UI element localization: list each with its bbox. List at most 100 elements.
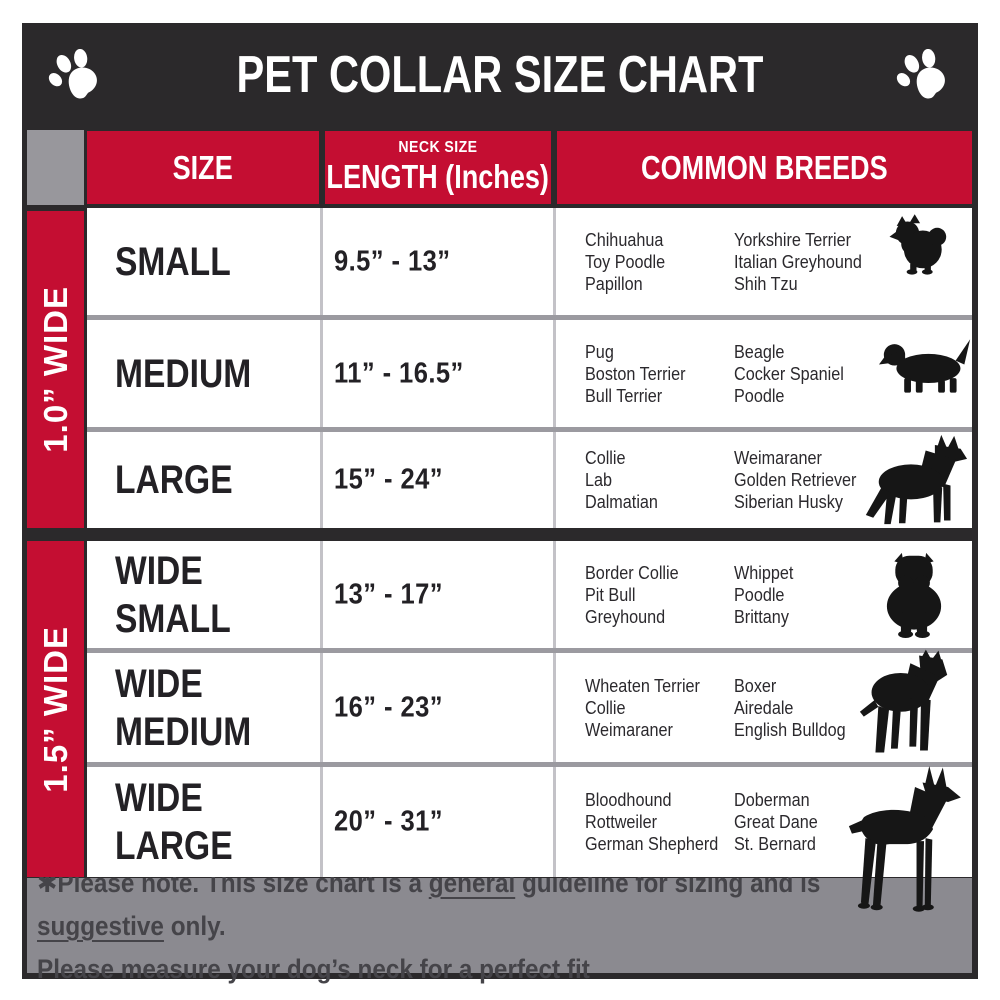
neck-size-range: 16” - 23”	[334, 691, 443, 723]
footer-note-line2: Please measure your dog’s neck for a per…	[37, 954, 590, 984]
breed-name: Siberian Husky	[734, 492, 843, 512]
neck-size-range: 13” - 17”	[334, 578, 443, 610]
breed-list: Border Collie Pit Bull Greyhound	[585, 562, 679, 628]
breed-name: Papillon	[585, 273, 643, 294]
column-divider	[553, 767, 556, 877]
pomeranian-silhouette-icon	[889, 214, 947, 275]
breed-name: Weimaraner	[734, 448, 822, 468]
column-divider	[553, 432, 556, 528]
page-title: PET COLLAR SIZE CHART	[236, 46, 764, 104]
breed-name: Poodle	[734, 385, 785, 406]
corner-spacer-cell	[27, 130, 84, 205]
size-chart-table: ✱Please note. This size chart is a gener…	[22, 127, 978, 984]
breed-name: Greyhound	[585, 606, 666, 627]
breed-name: Chihuahua	[585, 229, 664, 250]
breed-list: Boxer Airedale English Bulldog	[734, 675, 846, 741]
pit-bull-silhouette-icon	[859, 649, 948, 753]
column-divider	[320, 320, 323, 427]
breed-list: Bloodhound Rottweiler German Shepherd	[585, 789, 718, 855]
row-separator	[87, 427, 972, 432]
table-row-wide-medium: WIDE MEDIUM 16” - 23” Wheaten Terrier Co…	[87, 649, 972, 762]
breed-name: Great Dane	[734, 812, 818, 832]
breed-name: Border Collie	[585, 562, 679, 583]
breed-name: Whippet	[734, 562, 794, 583]
neck-size-range: 11” - 16.5”	[334, 357, 464, 389]
section-bar-1.0-wide: 1.0” WIDE	[27, 211, 84, 528]
breed-name: Collie	[585, 697, 626, 718]
breed-name: Rottweiler	[585, 812, 658, 832]
row-separator	[87, 648, 972, 653]
breed-name: Weimaraner	[585, 719, 673, 740]
section-label: 1.0” WIDE	[36, 286, 74, 453]
breed-name: Toy Poodle	[585, 251, 666, 272]
breed-name: Shih Tzu	[734, 273, 798, 294]
table-row-wide-small: WIDE SMALL 13” - 17” Border Collie Pit B…	[87, 541, 972, 648]
size-label: WIDE MEDIUM	[115, 661, 252, 754]
breed-name: Bull Terrier	[585, 385, 663, 406]
column-header-size: SIZE	[87, 131, 319, 204]
breed-name: Boxer	[734, 675, 777, 696]
column-divider	[320, 208, 323, 315]
breed-name: Cocker Spaniel	[734, 363, 844, 384]
breed-name: Dalmatian	[585, 492, 658, 512]
column-divider	[553, 208, 556, 315]
title-band: PET COLLAR SIZE CHART	[22, 23, 978, 127]
column-divider	[320, 767, 323, 877]
breed-name: Pug	[585, 341, 614, 362]
breed-name: Bloodhound	[585, 790, 672, 810]
breed-list: Weimaraner Golden Retriever Siberian Hus…	[734, 447, 856, 513]
footer-underlined-word: suggestive	[37, 911, 164, 941]
neck-size-range: 9.5” - 13”	[334, 245, 451, 277]
size-label: MEDIUM	[115, 351, 252, 396]
breed-list: Beagle Cocker Spaniel Poodle	[734, 341, 844, 407]
neck-size-range: 15” - 24”	[334, 463, 443, 496]
row-separator	[87, 315, 972, 320]
neck-size-range: 20” - 31”	[334, 805, 443, 838]
table-row-small: SMALL 9.5” - 13” Chihuahua Toy Poodle Pa…	[87, 208, 972, 315]
section-label: 1.5” WIDE	[36, 625, 74, 793]
breed-list: Whippet Poodle Brittany	[734, 562, 793, 628]
breed-name: Yorkshire Terrier	[734, 229, 852, 250]
footer-text: only.	[163, 911, 226, 941]
breed-name: Lab	[585, 470, 613, 490]
column-divider	[320, 432, 323, 528]
breed-list: Wheaten Terrier Collie Weimaraner	[585, 675, 700, 741]
column-header-label: SIZE	[172, 148, 234, 186]
breed-name: Doberman	[734, 790, 810, 810]
table-row-large: LARGE 15” - 24” Collie Lab Dalmatian Wei…	[87, 432, 972, 528]
breed-name: Brittany	[734, 606, 789, 627]
table-row-medium: MEDIUM 11” - 16.5” Pug Boston Terrier Bu…	[87, 320, 972, 427]
section-bar-1.5-wide: 1.5” WIDE	[27, 541, 84, 877]
breed-name: Airedale	[734, 697, 794, 718]
breed-name: Pit Bull	[585, 584, 636, 605]
paw-print-icon	[48, 49, 97, 99]
breed-list: Pug Boston Terrier Bull Terrier	[585, 341, 686, 407]
column-header-sublabel: NECK SIZE	[398, 139, 478, 156]
doberman-silhouette-icon	[848, 766, 961, 912]
german-shepherd-silhouette-icon	[865, 434, 968, 525]
breed-name: Collie	[585, 448, 626, 468]
table-row-wide-large: WIDE LARGE 20” - 31” Bloodhound Rottweil…	[87, 766, 972, 912]
breed-name: Poodle	[734, 584, 785, 605]
breed-name: Boston Terrier	[585, 363, 686, 384]
row-separator	[87, 762, 972, 767]
column-divider	[553, 653, 556, 762]
column-divider	[553, 541, 556, 648]
column-header-common-breeds: COMMON BREEDS	[557, 131, 972, 204]
breed-name: St. Bernard	[734, 834, 816, 854]
size-label: WIDE LARGE	[115, 776, 233, 868]
size-label: SMALL	[115, 239, 231, 284]
breed-list: Collie Lab Dalmatian	[585, 447, 658, 513]
size-label: LARGE	[115, 458, 233, 502]
column-divider	[320, 541, 323, 648]
column-divider	[320, 653, 323, 762]
breed-name: Beagle	[734, 341, 785, 362]
breed-name: Wheaten Terrier	[585, 675, 700, 696]
paw-print-icon	[896, 49, 945, 99]
breed-name: Italian Greyhound	[734, 251, 862, 272]
breed-name: German Shepherd	[585, 834, 719, 854]
breed-name: Golden Retriever	[734, 470, 857, 490]
breed-list: Chihuahua Toy Poodle Papillon	[585, 229, 665, 295]
breed-list: Doberman Great Dane St. Bernard	[734, 789, 818, 855]
